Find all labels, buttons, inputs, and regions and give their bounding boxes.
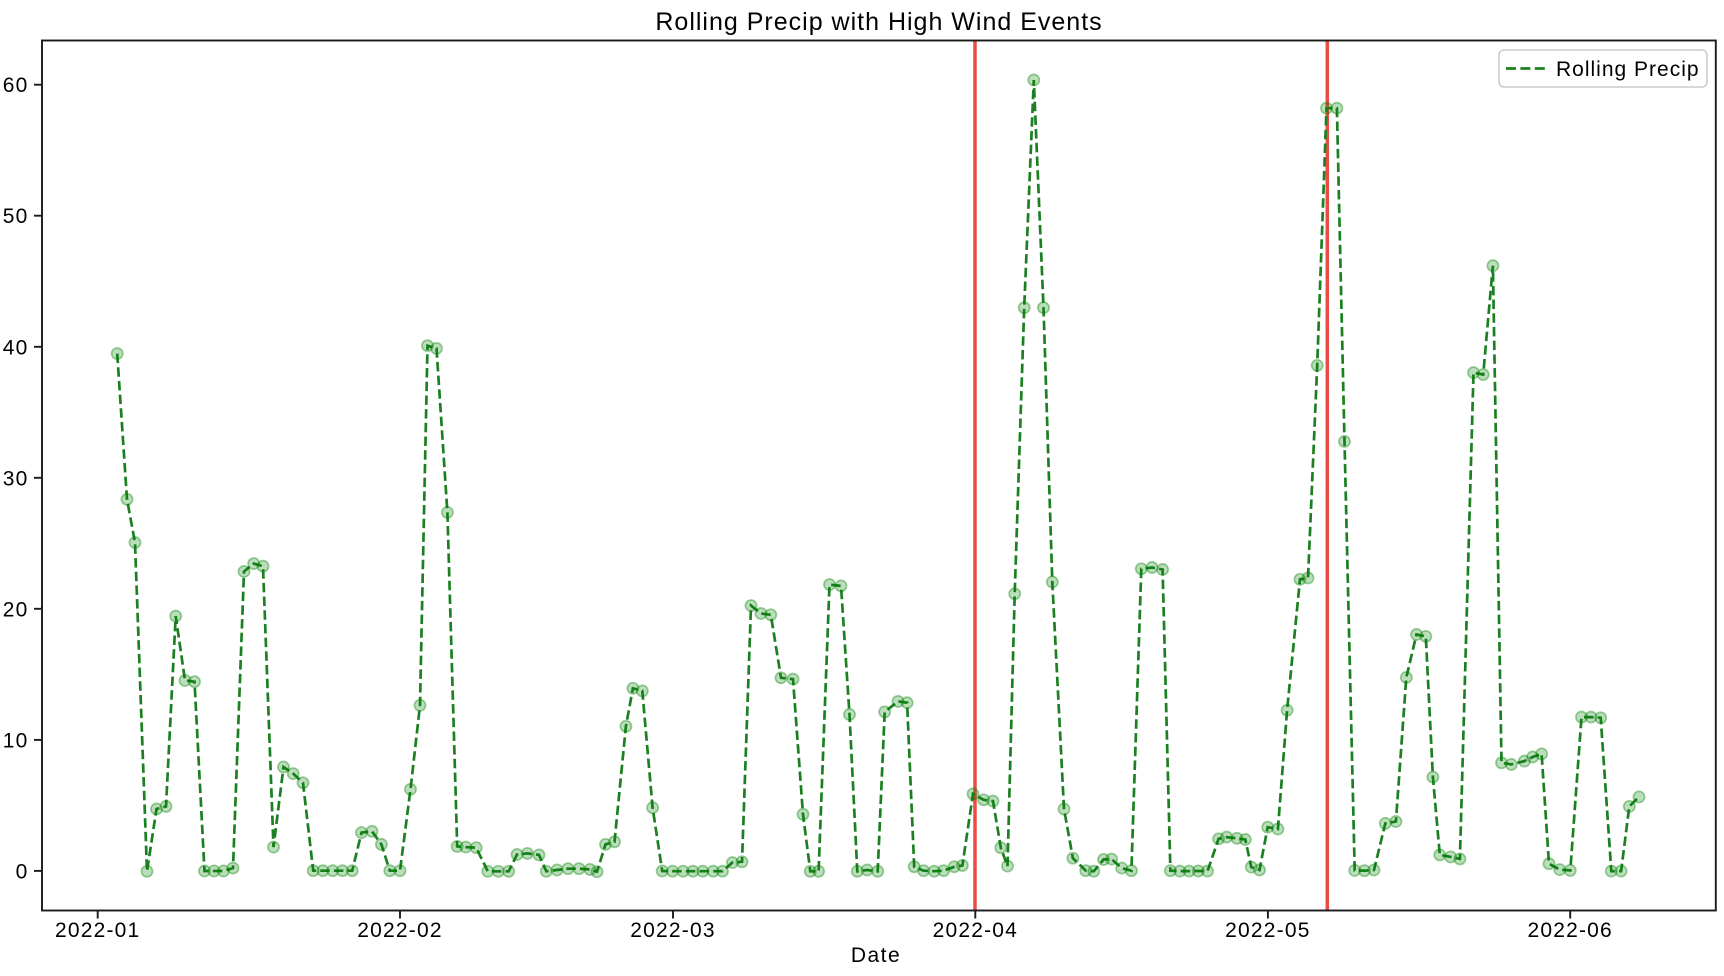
svg-text:2022-03: 2022-03: [630, 919, 715, 942]
svg-text:60: 60: [3, 74, 29, 97]
svg-text:Rolling Precip with High Wind: Rolling Precip with High Wind Events: [655, 8, 1102, 36]
svg-text:40: 40: [3, 336, 29, 359]
svg-text:30: 30: [3, 467, 29, 490]
svg-text:50: 50: [3, 205, 29, 228]
svg-text:2022-01: 2022-01: [55, 919, 140, 942]
svg-text:Date: Date: [851, 944, 901, 967]
svg-text:2022-02: 2022-02: [357, 919, 442, 942]
svg-text:2022-06: 2022-06: [1527, 919, 1612, 942]
svg-text:0: 0: [16, 860, 29, 883]
svg-text:10: 10: [3, 729, 29, 752]
svg-text:20: 20: [3, 598, 29, 621]
svg-text:2022-04: 2022-04: [933, 919, 1018, 942]
svg-text:2022-05: 2022-05: [1225, 919, 1310, 942]
svg-text:Rolling Precip: Rolling Precip: [1556, 58, 1700, 81]
